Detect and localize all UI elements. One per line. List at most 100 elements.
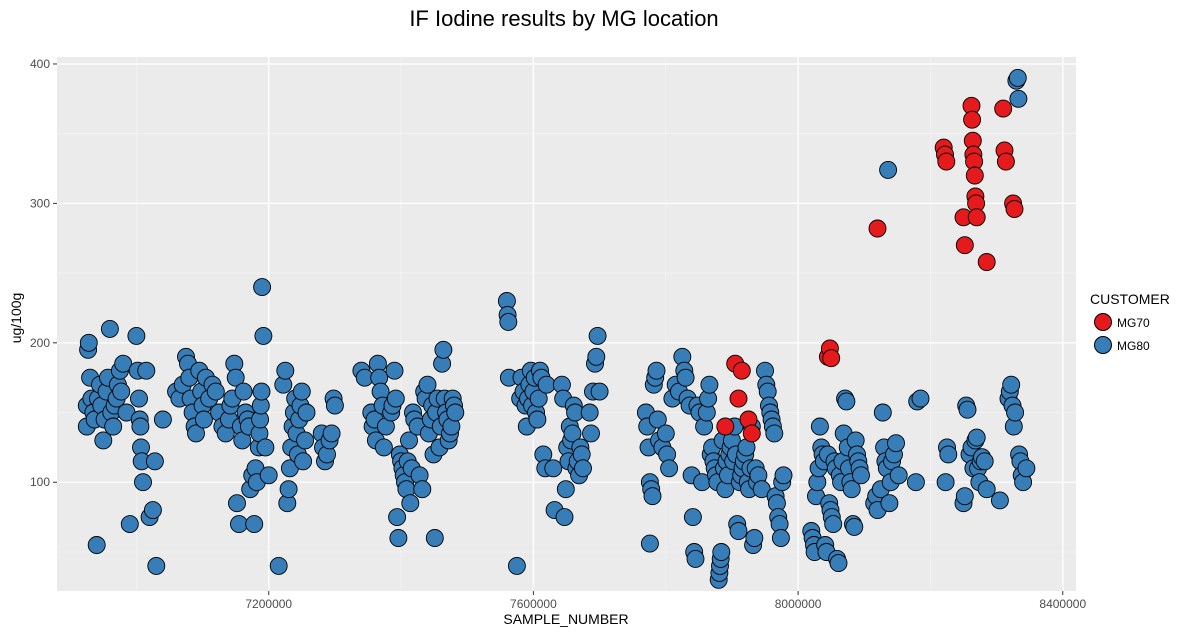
- point-mg80: [810, 417, 829, 436]
- point-mg80: [967, 428, 986, 447]
- point-mg80: [590, 382, 609, 401]
- point-mg80: [153, 410, 172, 429]
- y-axis-title: ug/100g: [8, 293, 24, 344]
- point-mg80: [252, 382, 271, 401]
- point-mg80: [130, 389, 148, 408]
- point-mg80: [418, 375, 437, 394]
- point-mg80: [254, 326, 273, 345]
- point-mg80: [647, 361, 666, 380]
- point-mg80: [120, 515, 139, 534]
- point-mg80: [253, 278, 272, 297]
- point-mg80: [389, 529, 408, 547]
- point-mg80: [712, 543, 731, 561]
- point-mg80: [259, 466, 278, 485]
- legend-label-mg80: MG80: [1117, 339, 1150, 353]
- point-mg80: [279, 480, 298, 499]
- x-tick-label: 8400000: [1039, 597, 1086, 611]
- point-mg80: [143, 501, 162, 520]
- x-tick-label: 8000000: [775, 597, 822, 611]
- legend: CUSTOMER MG70 MG80: [1090, 291, 1170, 354]
- point-mg80: [643, 487, 662, 506]
- point-mg80: [936, 473, 955, 492]
- point-mg80: [1017, 459, 1036, 478]
- y-tick-label: 200: [30, 336, 50, 350]
- point-mg80: [879, 160, 898, 179]
- legend-title: CUSTOMER: [1090, 291, 1170, 307]
- point-mg80: [582, 424, 600, 443]
- point-mg70: [955, 236, 974, 255]
- y-tick-label: 300: [30, 196, 50, 210]
- point-mg80: [226, 368, 245, 387]
- point-mg80: [87, 536, 106, 554]
- point-mg80: [276, 361, 295, 380]
- point-mg80: [537, 375, 556, 394]
- point-mg80: [1006, 403, 1025, 422]
- point-mg80: [852, 466, 870, 485]
- point-mg70: [967, 208, 986, 227]
- point-mg80: [269, 556, 288, 575]
- point-mg70: [994, 99, 1013, 118]
- point-mg70: [732, 361, 751, 380]
- point-mg80: [774, 466, 793, 485]
- point-mg80: [955, 487, 974, 506]
- point-mg80: [131, 417, 150, 436]
- point-mg70: [868, 219, 887, 238]
- point-mg80: [147, 556, 166, 575]
- point-mg80: [842, 480, 861, 499]
- point-mg80: [230, 515, 248, 534]
- point-mg80: [187, 424, 205, 443]
- data-points: [77, 68, 1036, 589]
- point-mg80: [234, 382, 253, 401]
- point-mg70: [977, 253, 996, 271]
- point-mg70: [1005, 200, 1024, 218]
- x-tick-label: 7200000: [245, 597, 292, 611]
- point-mg80: [127, 326, 146, 345]
- point-mg80: [400, 431, 418, 450]
- point-mg80: [845, 517, 864, 536]
- point-mg70: [822, 349, 841, 368]
- point-mg80: [434, 340, 453, 359]
- x-axis-title: SAMPLE_NUMBER: [503, 611, 628, 627]
- point-mg80: [137, 361, 156, 380]
- point-mg80: [104, 417, 123, 436]
- point-mg80: [958, 400, 977, 419]
- point-mg80: [79, 333, 98, 352]
- x-tick-label: 7600000: [510, 597, 557, 611]
- point-mg80: [676, 368, 695, 387]
- point-mg80: [656, 424, 675, 443]
- point-mg80: [880, 494, 899, 513]
- point-mg80: [94, 431, 113, 450]
- chart-title: IF Iodine results by MG location: [409, 6, 718, 31]
- point-mg80: [297, 403, 316, 422]
- y-axis: 100 200 300 400: [30, 57, 57, 489]
- point-mg80: [228, 494, 246, 513]
- y-tick-label: 100: [30, 475, 50, 489]
- point-mg80: [580, 403, 599, 422]
- point-mg80: [990, 491, 1009, 510]
- point-mg80: [385, 361, 404, 380]
- y-tick-label: 400: [30, 57, 50, 71]
- point-mg80: [977, 480, 996, 499]
- point-mg80: [388, 508, 407, 527]
- point-mg80: [556, 480, 575, 499]
- point-mg70: [729, 389, 748, 408]
- point-mg80: [296, 431, 315, 450]
- point-mg80: [660, 459, 679, 478]
- point-mg80: [765, 424, 784, 443]
- point-mg80: [648, 410, 667, 429]
- point-mg80: [555, 508, 574, 527]
- point-mg80: [683, 508, 702, 527]
- point-mg80: [507, 556, 526, 575]
- point-mg80: [401, 494, 420, 513]
- point-mg80: [446, 403, 465, 422]
- point-mg80: [413, 480, 432, 499]
- point-mg80: [1009, 89, 1028, 108]
- point-mg80: [325, 396, 344, 415]
- point-mg80: [824, 515, 843, 534]
- point-mg80: [771, 529, 790, 547]
- point-mg80: [114, 354, 133, 373]
- point-mg70: [716, 417, 735, 436]
- point-mg80: [975, 452, 994, 471]
- major-gridlines: [57, 57, 1076, 591]
- x-axis: 7200000 7600000 8000000 8400000: [245, 591, 1086, 611]
